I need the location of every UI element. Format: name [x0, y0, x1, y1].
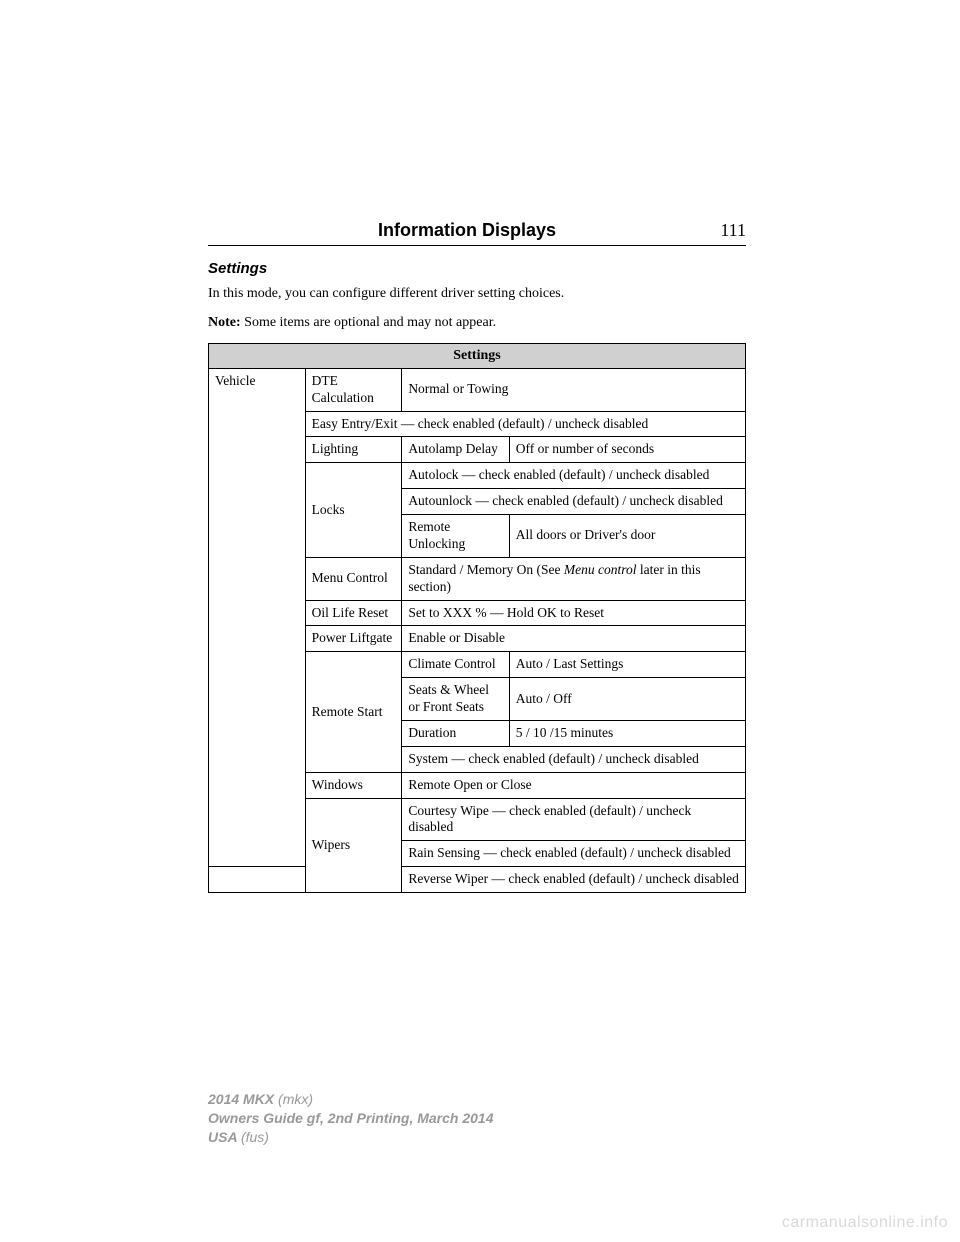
- cell-rain-sensing: Rain Sensing — check enabled (default) /…: [402, 841, 746, 867]
- cell-remote-unlock-value: All doors or Driver's door: [509, 515, 745, 558]
- page-footer: 2014 MKX (mkx) Owners Guide gf, 2nd Prin…: [208, 1090, 708, 1147]
- cell-menu-control-label: Menu Control: [305, 557, 402, 600]
- table-row: Reverse Wiper — check enabled (default) …: [209, 867, 746, 893]
- cell-locks-label: Locks: [305, 463, 402, 558]
- cell-autolamp-value: Off or number of seconds: [509, 437, 745, 463]
- cell-vehicle: Vehicle: [209, 368, 306, 866]
- footer-region-code: (fus): [241, 1129, 269, 1145]
- cell-duration-label: Duration: [402, 720, 509, 746]
- menu-control-pre: Standard / Memory On (See: [408, 562, 564, 577]
- cell-dte-label: DTE Calculation: [305, 368, 402, 411]
- page-content: Information Displays 111 Settings In thi…: [208, 220, 746, 893]
- header-title: Information Displays: [378, 220, 556, 241]
- section-intro: In this mode, you can configure differen…: [208, 285, 746, 304]
- watermark: carmanualsonline.info: [782, 1214, 948, 1232]
- cell-dte-value: Normal or Towing: [402, 368, 746, 411]
- table-row: Vehicle DTE Calculation Normal or Towing: [209, 368, 746, 411]
- table-header-row: Settings: [209, 343, 746, 368]
- footer-line-2: Owners Guide gf, 2nd Printing, March 201…: [208, 1109, 708, 1128]
- cell-lighting-label: Lighting: [305, 437, 402, 463]
- cell-windows-label: Windows: [305, 772, 402, 798]
- cell-wipers-label: Wipers: [305, 798, 402, 893]
- footer-line-1: 2014 MKX (mkx): [208, 1090, 708, 1109]
- cell-climate-value: Auto / Last Settings: [509, 652, 745, 678]
- cell-autolamp-label: Autolamp Delay: [402, 437, 509, 463]
- cell-power-liftgate-label: Power Liftgate: [305, 626, 402, 652]
- footer-line-3: USA (fus): [208, 1128, 708, 1147]
- cell-remote-start-label: Remote Start: [305, 652, 402, 772]
- footer-region: USA: [208, 1129, 241, 1145]
- section-note: Note: Some items are optional and may no…: [208, 314, 746, 333]
- cell-seats-label: Seats & Wheel or Front Seats: [402, 678, 509, 721]
- cell-autounlock: Autounlock — check enabled (default) / u…: [402, 489, 746, 515]
- settings-table: Settings Vehicle DTE Calculation Normal …: [208, 343, 746, 893]
- cell-oil-life-value: Set to XXX % — Hold OK to Reset: [402, 600, 746, 626]
- cell-menu-control-value: Standard / Memory On (See Menu control l…: [402, 557, 746, 600]
- cell-oil-life-label: Oil Life Reset: [305, 600, 402, 626]
- cell-easy-entry: Easy Entry/Exit — check enabled (default…: [305, 411, 745, 437]
- cell-windows-value: Remote Open or Close: [402, 772, 746, 798]
- cell-reverse-wiper: Reverse Wiper — check enabled (default) …: [402, 867, 746, 893]
- cell-power-liftgate-value: Enable or Disable: [402, 626, 746, 652]
- footer-model-code: (mkx): [278, 1091, 313, 1107]
- cell-autolock: Autolock — check enabled (default) / unc…: [402, 463, 746, 489]
- table-header: Settings: [209, 343, 746, 368]
- header-page-number: 111: [720, 220, 746, 241]
- cell-duration-value: 5 / 10 /15 minutes: [509, 720, 745, 746]
- footer-model: 2014 MKX: [208, 1091, 278, 1107]
- cell-remote-unlock-label: Remote Unlocking: [402, 515, 509, 558]
- note-text: Some items are optional and may not appe…: [241, 315, 496, 330]
- cell-seats-value: Auto / Off: [509, 678, 745, 721]
- cell-climate-label: Climate Control: [402, 652, 509, 678]
- note-label: Note:: [208, 315, 241, 330]
- section-title: Settings: [208, 260, 746, 277]
- cell-system-value: System — check enabled (default) / unche…: [402, 746, 746, 772]
- menu-control-ital: Menu control: [564, 562, 637, 577]
- cell-courtesy-wipe: Courtesy Wipe — check enabled (default) …: [402, 798, 746, 841]
- page-header: Information Displays 111: [208, 220, 746, 246]
